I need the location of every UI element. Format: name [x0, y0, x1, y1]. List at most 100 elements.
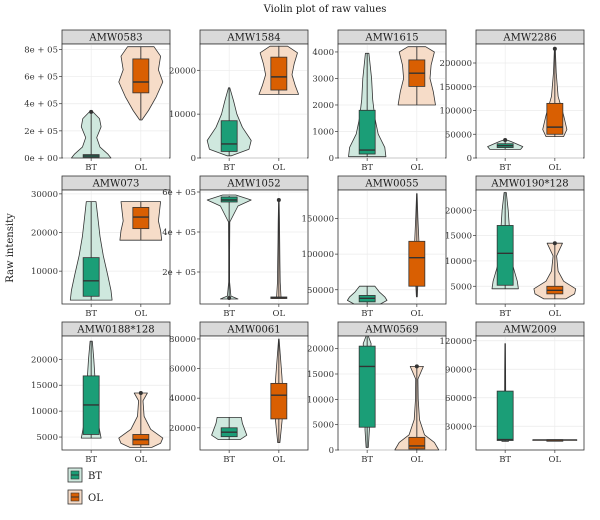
- x-tick-label: BT: [361, 455, 373, 465]
- outlier-point: [414, 364, 419, 369]
- panel-strip-label: AMW0055: [364, 179, 418, 190]
- x-tick-label: BT: [361, 163, 373, 173]
- panel-strip-label: AMW0188*128: [76, 325, 154, 336]
- panel-strip-label: AMW2286: [502, 33, 556, 44]
- y-tick-label: 5000: [450, 282, 472, 292]
- y-tick-label: 6e + 05: [24, 73, 58, 83]
- y-tick-label: 0: [467, 154, 472, 164]
- y-tick-label: 20000: [31, 355, 58, 365]
- y-tick-label: 2e + 05: [24, 127, 58, 137]
- panel-amw0055: AMW0055 50000 100000 150000 BT OL: [302, 175, 447, 319]
- y-tick-label: 150000: [440, 83, 472, 93]
- x-tick-label: OL: [411, 163, 424, 173]
- x-tick-label: OL: [549, 309, 562, 319]
- y-tick-label: 2000: [312, 101, 334, 111]
- panel-strip-label: AMW0061: [226, 325, 280, 336]
- y-tick-label: 100000: [302, 250, 334, 260]
- y-tick-label: 150000: [302, 215, 334, 225]
- panel-amw0061: AMW0061 20000 40000 60000 80000 BT OL: [169, 321, 309, 465]
- y-tick-label: 60000: [445, 394, 472, 404]
- y-tick-label: 30000: [31, 190, 58, 200]
- x-tick-label: OL: [135, 163, 148, 173]
- x-tick-label: BT: [223, 163, 235, 173]
- x-tick-label: OL: [411, 309, 424, 319]
- panel-amw073: AMW073 10000 20000 30000 BT OL: [31, 175, 171, 319]
- y-axis-title: Raw intensity: [5, 213, 16, 283]
- y-tick-label: 2e + 05: [162, 268, 196, 278]
- x-tick-label: OL: [273, 309, 286, 319]
- legend-label: OL: [88, 493, 103, 504]
- box-bt: [82, 257, 100, 297]
- y-tick-label: 90000: [445, 365, 472, 375]
- outlier-point: [552, 241, 557, 246]
- box-bt: [358, 109, 376, 155]
- panel-strip-label: AMW073: [92, 179, 140, 190]
- y-tick-label: 20000: [169, 424, 196, 434]
- y-tick-label: 10000: [31, 267, 58, 277]
- legend-label: BT: [88, 471, 102, 482]
- y-tick-label: 10000: [445, 257, 472, 267]
- x-tick-label: BT: [499, 163, 511, 173]
- panel-strip-label: AMW0569: [364, 325, 418, 336]
- y-tick-label: 0: [329, 446, 334, 456]
- y-tick-label: 30000: [445, 422, 472, 432]
- box-ol: [132, 58, 150, 94]
- y-tick-label: 200000: [440, 59, 472, 69]
- x-tick-label: OL: [135, 309, 148, 319]
- panel-plot-area: [337, 189, 447, 305]
- panel-strip-label: AMW1615: [364, 33, 418, 44]
- y-tick-label: 15000: [31, 381, 58, 391]
- y-tick-label: 5000: [312, 421, 334, 431]
- panel-plot-area: [475, 335, 585, 451]
- x-tick-label: OL: [549, 455, 562, 465]
- box-ol: [270, 56, 288, 91]
- panel-amw1615: AMW1615 0 1000 2000 3000 4000 BT OL: [312, 29, 447, 173]
- y-tick-label: 5000: [36, 433, 58, 443]
- y-tick-label: 80000: [169, 335, 196, 345]
- panel-amw0569: AMW0569 0 5000 10000 15000 20000 BT OL: [307, 321, 447, 465]
- box-bt: [496, 225, 514, 286]
- y-tick-label: 15000: [445, 232, 472, 242]
- y-tick-label: 20000: [307, 345, 334, 355]
- x-tick-label: OL: [549, 163, 562, 173]
- y-tick-label: 100000: [440, 107, 472, 117]
- legend-entry-ol: OL: [67, 489, 103, 505]
- x-tick-label: OL: [273, 455, 286, 465]
- outlier-point: [552, 46, 557, 51]
- panel-strip-label: AMW0190*128: [490, 179, 568, 190]
- box-ol: [408, 436, 426, 450]
- y-tick-label: 4000: [312, 48, 334, 58]
- y-tick-label: 8e + 05: [24, 45, 58, 55]
- y-tick-label: 10000: [307, 395, 334, 405]
- y-tick-label: 15000: [307, 370, 334, 380]
- y-tick-label: 50000: [307, 286, 334, 296]
- box-bt: [220, 120, 238, 152]
- x-tick-label: BT: [499, 455, 511, 465]
- y-tick-label: 40000: [169, 394, 196, 404]
- y-tick-label: 3000: [312, 74, 334, 84]
- y-tick-label: 10000: [31, 407, 58, 417]
- x-tick-label: OL: [273, 163, 286, 173]
- panel-strip-label: AMW0583: [88, 33, 142, 44]
- panel-amw0583: AMW0583 0e + 00 2e + 05 4e + 05 6e + 05 8e + …: [24, 29, 171, 173]
- y-tick-label: 4e + 05: [162, 228, 196, 238]
- panel-amw1584: AMW1584 0 10000 20000 BT OL: [169, 29, 309, 173]
- y-tick-label: 0: [191, 154, 196, 164]
- y-tick-label: 20000: [169, 66, 196, 76]
- y-tick-label: 120000: [440, 337, 472, 347]
- x-tick-label: BT: [85, 163, 97, 173]
- y-tick-label: 10000: [169, 110, 196, 120]
- y-tick-label: 6e + 05: [162, 188, 196, 198]
- chart-title: Violin plot of raw values: [263, 4, 387, 15]
- y-tick-label: 0e + 00: [24, 154, 58, 164]
- box-ol: [270, 382, 288, 420]
- outlier-point: [227, 296, 232, 300]
- x-tick-label: OL: [411, 455, 424, 465]
- outlier-point: [503, 137, 508, 142]
- y-tick-label: 4e + 05: [24, 100, 58, 110]
- panel-plot-area: [337, 335, 447, 451]
- panel-strip-label: AMW1052: [226, 179, 280, 190]
- x-tick-label: BT: [85, 309, 97, 319]
- x-tick-label: BT: [223, 309, 235, 319]
- panel-strip-label: AMW2009: [502, 325, 556, 336]
